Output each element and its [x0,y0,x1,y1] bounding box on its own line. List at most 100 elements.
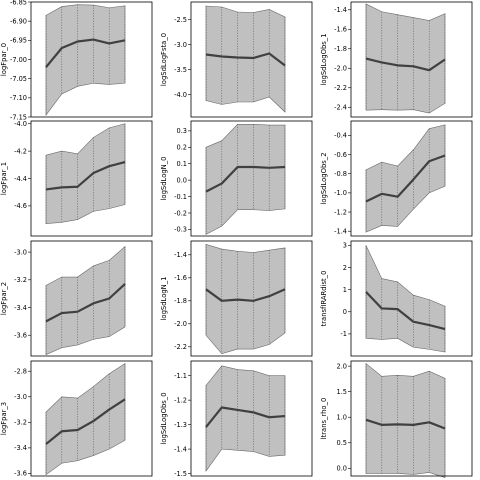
y-tick-label: 0.5 [337,439,348,447]
y-tick-label: 0.3 [177,127,188,135]
subplot-logSdLogObs-0: -1.5 -1.4 -1.3 -1.2 -1.1 logSdLogObs_0 [160,360,313,478]
confidence-band [365,245,446,353]
mean-line [205,52,286,67]
subplot-logSdLogN-0: -0.3 -0.2 -0.1 0.0 0.1 0.2 0.3 logSdLogN_0 [160,120,313,237]
y-tick-label: -2.8 [14,368,27,376]
y-tick-label: -3.0 [14,248,27,256]
mean-line [205,406,286,428]
y-tick-label: 1.0 [337,414,348,422]
y-axis-label: logSdLogObs_0 [160,392,168,444]
y-tick-label: -1.8 [174,297,187,305]
y-tick-label: -3.4 [14,304,27,312]
y-tick-label: -1.8 [334,45,347,53]
y-tick-label: -4.2 [14,147,27,155]
y-tick-label: 0 [343,308,347,316]
subplot-logFpar-1: -4.6 -4.4 -4.2 -4.0 logFpar_1 [0,120,153,237]
y-tick-label: -3.2 [14,276,27,284]
y-tick-label: -0.1 [174,193,187,201]
y-axis-label: ltrans_rho_0 [320,398,328,440]
y-tick-label: -1.0 [334,189,347,197]
plot-frame [190,1,313,118]
y-tick-label: -7.05 [10,75,27,83]
y-tick-label: -2.0 [334,65,347,73]
y-tick-label: -2.4 [334,104,347,112]
subplot-transfIRARdist-0: -1 0 1 2 3 transfIRARdist_0 [320,240,473,357]
y-tick-label: -3.0 [14,393,27,401]
y-tick-label: -2.5 [174,16,187,24]
confidence-band [205,5,286,113]
y-tick-label: -0.2 [174,209,187,217]
y-axis-label: logSdLogFsta_0 [160,33,168,86]
mean-line [205,288,286,302]
y-tick-label: -0.8 [334,170,347,178]
plot-frame [350,120,473,237]
confidence-band [45,363,126,476]
y-tick-label: -7.10 [10,94,27,102]
y-tick-label: -1.3 [174,421,187,429]
confidence-band [205,365,286,473]
y-tick-label: -3.2 [14,419,27,427]
y-tick-label: -1.2 [334,208,347,216]
subplot-logSdLogFsta-0: -4.0 -3.5 -3.0 -2.5 logSdLogFsta_0 [160,1,313,118]
y-tick-label: -2.2 [174,343,187,351]
subplot-logFpar-0: -7.15 -7.10 -7.05 -7.00 -6.95 -6.90 -6.85 logFp… [0,0,153,121]
y-tick-label: 0.1 [177,160,188,168]
plot-frame [190,240,313,357]
y-tick-label: -3.5 [174,66,187,74]
subplot-logSdLogN-1: -2.2 -2.0 -1.8 -1.6 -1.4 logSdLogN_1 [160,240,313,357]
subplot-logSdLogObs-2: -1.4 -1.2 -1.0 -0.8 -0.6 -0.4 logSdLogObs_2 [320,120,473,237]
y-axis-label: logSdLogN_0 [160,157,168,201]
y-tick-label: -6.85 [10,0,27,6]
plot-frame [350,360,473,477]
y-tick-label: -1.1 [174,372,187,380]
y-axis-label: logSdLogObs_1 [320,33,328,85]
plot-frame [350,240,473,357]
mean-line [45,398,126,445]
y-tick-label: -1.4 [174,251,187,259]
y-tick-label: -2.0 [174,320,187,328]
y-tick-label: -2.2 [334,84,347,92]
confidence-band [365,362,446,478]
confidence-band [45,245,126,356]
y-tick-label: -7.00 [10,56,27,64]
y-tick-label: 0.0 [337,465,348,473]
subplot-logFpar-3: -3.6 -3.4 -3.2 -3.0 -2.8 logFpar_3 [0,360,153,478]
mean-line [205,165,286,193]
y-tick-label: -4.0 [174,91,187,99]
y-tick-label: 0.2 [177,144,188,152]
y-tick-label: -3.4 [14,444,27,452]
mean-line [365,154,446,203]
y-tick-label: -1.2 [174,396,187,404]
y-tick-label: -3.6 [14,470,27,478]
y-tick-label: -1.5 [174,470,187,478]
y-tick-label: -1 [340,330,347,338]
y-tick-label: 3 [343,242,347,250]
plot-frame [190,120,313,237]
y-tick-label: -3.0 [174,41,187,49]
confidence-band [45,4,126,116]
subplot-ltrans-rho-0: 0.0 0.5 1.0 1.5 2.0 ltrans_rho_0 [320,360,473,478]
y-tick-label: 2.0 [337,362,348,370]
y-axis-label: logFpar_0 [0,43,8,76]
y-tick-label: -7.15 [10,113,27,121]
confidence-band [365,124,446,233]
mean-line [45,161,126,191]
mean-line [365,57,446,72]
y-tick-label: -3.6 [14,332,27,340]
confidence-band [45,123,126,225]
y-tick-label: -1.6 [334,26,347,34]
y-tick-label: -4.4 [14,175,27,183]
mean-line [365,418,446,430]
y-axis-label: transfIRARdist_0 [320,271,328,327]
mean-line [365,291,446,331]
y-tick-label: -1.6 [174,274,187,282]
confidence-band [205,123,286,235]
y-tick-label: -0.3 [174,226,187,234]
y-tick-label: -1.4 [334,228,347,236]
y-tick-label: 0.0 [177,176,188,184]
y-tick-label: 2 [343,264,347,272]
y-tick-label: -4.0 [14,120,27,128]
y-tick-label: -4.6 [14,202,27,210]
y-axis-label: logFpar_2 [0,282,8,315]
y-tick-label: -0.4 [334,132,347,140]
